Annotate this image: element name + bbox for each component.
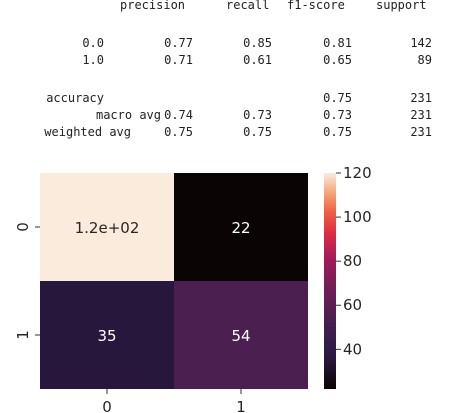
header-precision: precision <box>120 0 186 12</box>
row-f1: 0.81 <box>323 36 352 50</box>
row-recall: 0.61 <box>243 53 272 67</box>
row-support: 142 <box>410 36 432 50</box>
row-precision: 0.75 <box>164 125 193 139</box>
row-label: accuracy <box>46 91 104 105</box>
y-tick-label: 1 <box>14 330 32 340</box>
row-f1: 0.75 <box>323 91 352 105</box>
row-label: weighted avg <box>44 125 131 139</box>
cell-value-label: 54 <box>231 327 250 345</box>
header-f1-score: f1-score <box>287 0 345 12</box>
row-f1: 0.73 <box>323 108 352 122</box>
row-label: macro avg <box>95 108 161 122</box>
row-recall: 0.85 <box>243 36 272 50</box>
header-recall: recall <box>226 0 270 12</box>
heatmap-cell <box>40 173 174 281</box>
row-precision: 0.71 <box>164 53 193 67</box>
colorbar-tick-label: 100 <box>343 208 372 226</box>
colorbar <box>324 173 336 389</box>
colorbar-tick-label: 40 <box>343 340 362 358</box>
heatmap-cell <box>174 281 308 389</box>
x-tick-label: 0 <box>102 398 112 413</box>
row-f1: 0.65 <box>323 53 352 67</box>
cell-value-label: 1.2e+02 <box>75 219 140 237</box>
row-label: 1.0 <box>82 53 104 67</box>
row-precision: 0.77 <box>164 36 193 50</box>
colorbar-tick-label: 80 <box>343 252 362 270</box>
colorbar-tick-label: 60 <box>343 296 362 314</box>
row-support: 231 <box>410 91 432 105</box>
heatmap-cell <box>174 173 308 281</box>
row-support: 231 <box>410 108 432 122</box>
cell-value-label: 35 <box>97 327 116 345</box>
row-label: 0.0 <box>82 36 104 50</box>
x-tick-label: 1 <box>236 398 246 413</box>
row-support: 231 <box>410 125 432 139</box>
classification-report: precision recall f1-score support 0.0 0.… <box>0 0 461 150</box>
row-f1: 0.75 <box>323 125 352 139</box>
row-support: 89 <box>417 53 432 67</box>
cell-value-label: 22 <box>231 219 250 237</box>
row-precision: 0.74 <box>164 108 193 122</box>
colorbar-tick-label: 120 <box>343 164 372 182</box>
heatmap-cell <box>40 281 174 389</box>
row-recall: 0.75 <box>243 125 272 139</box>
row-recall: 0.73 <box>243 108 272 122</box>
header-support: support <box>376 0 427 12</box>
y-tick-label: 0 <box>14 222 32 232</box>
